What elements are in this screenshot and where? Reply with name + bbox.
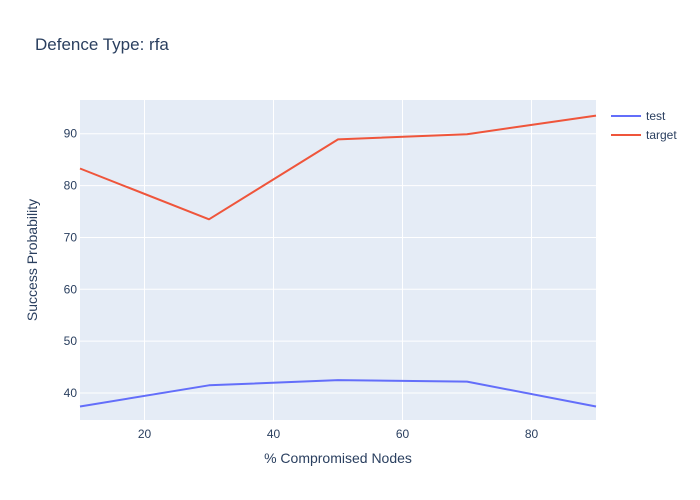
x-tick-label: 60 [396, 427, 410, 441]
y-tick-label: 90 [64, 127, 78, 141]
legend-label-test: test [646, 109, 666, 123]
chart-title: Defence Type: rfa [35, 35, 169, 54]
x-tick-label: 20 [138, 427, 152, 441]
series-lines [79, 114, 597, 408]
x-tick-label: 80 [525, 427, 539, 441]
y-axis-title: Success Probability [24, 199, 40, 321]
y-tick-label: 70 [64, 230, 78, 244]
plot-area [80, 100, 596, 420]
x-axis-title: % Compromised Nodes [264, 450, 412, 466]
legend-item-target[interactable]: target [611, 128, 677, 142]
legend-item-test[interactable]: test [611, 109, 666, 123]
y-tick-label: 80 [64, 179, 78, 193]
series-line-test [79, 379, 597, 408]
y-tick-label: 60 [64, 282, 78, 296]
x-axis-ticks: 20 40 60 80 [138, 427, 539, 441]
x-tick-label: 40 [267, 427, 281, 441]
legend-label-target: target [646, 128, 677, 142]
legend[interactable]: test target [611, 109, 677, 142]
series-line-target [79, 114, 597, 221]
y-tick-label: 50 [64, 334, 78, 348]
y-tick-label: 40 [64, 386, 78, 400]
y-axis-ticks: 40 50 60 70 80 90 [64, 127, 78, 400]
